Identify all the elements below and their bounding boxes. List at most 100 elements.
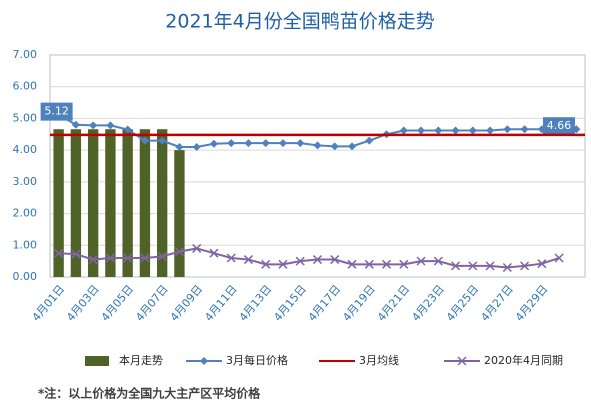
x-tick-label: 4月19日 xyxy=(340,283,378,324)
x-tick-label: 4月23日 xyxy=(409,283,447,324)
marker xyxy=(503,125,512,134)
marker xyxy=(502,262,512,273)
bar xyxy=(157,129,168,277)
value-label-box xyxy=(40,102,73,121)
y-tick-label: 5.00 xyxy=(13,111,38,124)
marker xyxy=(434,126,443,135)
marker xyxy=(227,139,236,148)
marker xyxy=(278,259,288,269)
marker xyxy=(554,253,564,263)
marker xyxy=(105,253,115,263)
x-tick-label: 4月09日 xyxy=(168,283,206,324)
marker xyxy=(313,141,322,150)
legend-label: 3月每日价格 xyxy=(226,353,288,367)
marker xyxy=(399,259,409,269)
marker xyxy=(399,126,408,135)
marker xyxy=(520,261,530,271)
x-tick-label: 4月13日 xyxy=(237,283,275,324)
marker xyxy=(140,136,149,145)
marker xyxy=(71,120,80,129)
marker xyxy=(200,357,208,365)
marker xyxy=(209,139,218,148)
chart-title: 2021年4月份全国鸭苗价格走势 xyxy=(165,11,434,33)
marker xyxy=(192,243,202,253)
marker xyxy=(347,259,357,269)
marker xyxy=(89,121,98,130)
markers xyxy=(54,243,564,273)
marker xyxy=(226,253,236,263)
marker xyxy=(417,126,426,135)
marker xyxy=(330,255,340,265)
marker xyxy=(88,255,98,265)
marker xyxy=(520,125,529,134)
x-tick-label: 4月15日 xyxy=(271,283,309,324)
marker xyxy=(486,126,495,135)
x-tick-label: 4月05日 xyxy=(99,283,137,324)
x-tick-label: 4月21日 xyxy=(375,283,413,324)
marker xyxy=(158,136,167,145)
marker xyxy=(416,256,426,266)
marker xyxy=(485,261,495,271)
marker xyxy=(330,142,339,151)
y-tick-label: 1.00 xyxy=(13,238,38,251)
legend-label: 2020年4月同期 xyxy=(484,353,563,367)
marker xyxy=(71,249,81,259)
markers xyxy=(54,110,581,151)
legend-label: 本月走势 xyxy=(119,353,163,367)
marker xyxy=(451,126,460,135)
bar xyxy=(70,129,82,277)
marker xyxy=(537,259,547,269)
marker xyxy=(468,261,478,271)
x-tick-label: 4月07日 xyxy=(133,283,171,324)
marker xyxy=(261,139,270,148)
x-tick-label: 4月03日 xyxy=(64,283,102,324)
marker xyxy=(192,142,201,151)
x-tick-label: 4月17日 xyxy=(306,283,344,324)
marker xyxy=(106,121,115,130)
y-tick-label: 4.00 xyxy=(13,143,38,156)
y-tick-label: 6.00 xyxy=(13,80,38,93)
bar xyxy=(87,129,99,277)
marker xyxy=(157,251,167,261)
marker xyxy=(364,259,374,269)
marker xyxy=(123,253,133,263)
marker xyxy=(312,255,323,265)
line xyxy=(58,247,560,269)
value-label: 4.66 xyxy=(547,119,572,132)
marker xyxy=(123,125,132,134)
bar xyxy=(174,150,185,277)
y-tick-label: 7.00 xyxy=(13,48,38,61)
marker xyxy=(433,256,443,266)
bar xyxy=(122,129,133,277)
footnote: *注：以上价格为全国九大主产区平均价格 xyxy=(38,386,261,401)
value-label: 5.12 xyxy=(44,105,69,118)
bar xyxy=(105,129,116,277)
plot-border xyxy=(49,54,586,278)
marker xyxy=(468,126,477,135)
marker xyxy=(457,356,467,366)
x-tick-label: 4月01日 xyxy=(30,283,68,324)
marker xyxy=(382,259,392,269)
marker xyxy=(244,139,253,148)
marker xyxy=(278,139,287,148)
y-tick-label: 2.00 xyxy=(13,207,38,220)
marker xyxy=(175,142,184,151)
marker xyxy=(174,247,184,257)
x-tick-label: 4月29日 xyxy=(513,283,551,324)
x-tick-label: 4月27日 xyxy=(478,283,516,324)
marker xyxy=(140,253,150,263)
marker xyxy=(209,248,219,258)
y-tick-label: 3.00 xyxy=(13,175,38,188)
marker xyxy=(243,255,253,265)
marker xyxy=(295,256,305,266)
bar xyxy=(53,129,64,277)
legend-label: 3月均线 xyxy=(359,353,399,367)
legend-swatch xyxy=(85,356,109,366)
marker xyxy=(348,142,357,151)
x-tick-label: 4月25日 xyxy=(444,283,482,324)
bar xyxy=(139,129,151,277)
x-tick-label: 4月11日 xyxy=(202,283,240,324)
marker xyxy=(296,139,305,148)
value-label-box xyxy=(543,117,575,136)
